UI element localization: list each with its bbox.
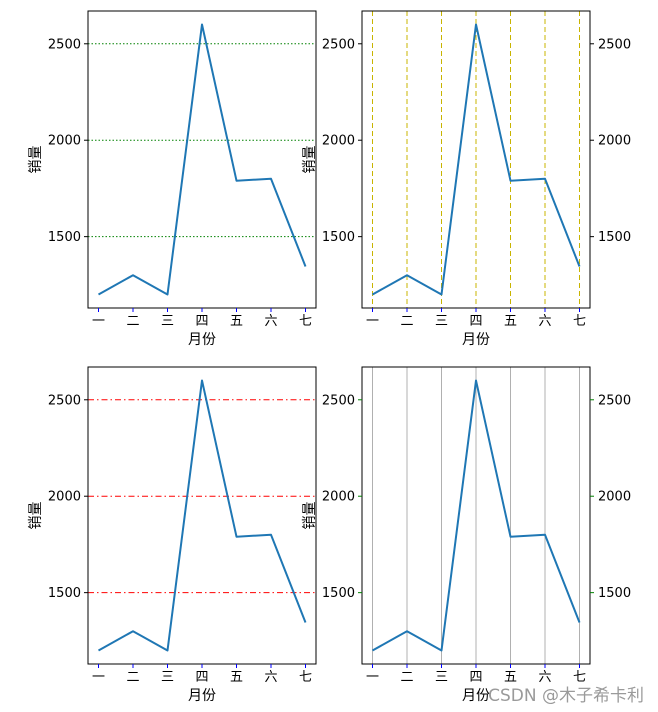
y-axis-label: 销量 bbox=[302, 502, 318, 530]
x-tick-label: 三 bbox=[435, 314, 448, 329]
y-tick-label-right: 2000 bbox=[598, 490, 631, 505]
chart-bottom-left: 一 二 三 四 五 六 七 1500 2000 2500 月份 销量 bbox=[28, 366, 317, 704]
x-tick-label: 四 bbox=[195, 670, 208, 685]
x-tick-label: 六 bbox=[264, 670, 277, 685]
series-line bbox=[98, 379, 307, 652]
y-tick-label: 2500 bbox=[322, 393, 355, 408]
x-tick-label: 七 bbox=[573, 670, 586, 685]
y-tick-label-right: 1500 bbox=[598, 230, 631, 245]
y-tick-label: 1500 bbox=[48, 586, 81, 601]
y-tick-label: 2000 bbox=[322, 134, 355, 149]
y-tick-label-right: 2500 bbox=[598, 393, 631, 408]
axes-frame bbox=[87, 10, 317, 309]
chart-top-left: 一 二 三 四 五 六 七 1500 2000 2500 月份 销量 bbox=[28, 10, 317, 348]
x-tick-label: 二 bbox=[400, 670, 413, 685]
y-tick-label: 1500 bbox=[322, 586, 355, 601]
y-tick-label: 2000 bbox=[48, 134, 81, 149]
x-tick-label: 二 bbox=[400, 314, 413, 329]
series-line bbox=[98, 23, 307, 296]
chart-top-right: 一 二 三 四 五 六 七 1500 1500 2000 2000 2500 2500 月份 销量 bbox=[302, 10, 631, 348]
x-tick-label: 五 bbox=[230, 670, 243, 685]
x-tick-label: 一 bbox=[366, 670, 379, 685]
x-tick-label: 五 bbox=[230, 314, 243, 329]
y-tick-label: 1500 bbox=[48, 230, 81, 245]
y-tick-label-right: 1500 bbox=[598, 586, 631, 601]
x-tick-label: 七 bbox=[299, 314, 312, 329]
x-tick-label: 一 bbox=[366, 314, 379, 329]
watermark: CSDN @木子希卡利 bbox=[488, 686, 644, 706]
x-tick-label: 五 bbox=[504, 670, 517, 685]
x-tick-label: 四 bbox=[469, 314, 482, 329]
y-axis-label: 销量 bbox=[28, 146, 44, 174]
x-tick-label: 七 bbox=[299, 670, 312, 685]
x-tick-label: 一 bbox=[92, 314, 105, 329]
y-tick-label: 2000 bbox=[322, 490, 355, 505]
x-tick-label: 四 bbox=[469, 670, 482, 685]
x-tick-label: 三 bbox=[161, 314, 174, 329]
x-axis-label: 月份 bbox=[188, 332, 216, 348]
x-tick-label: 四 bbox=[195, 314, 208, 329]
y-tick-label: 2500 bbox=[322, 37, 355, 52]
axes-frame bbox=[87, 366, 317, 665]
x-tick-label: 三 bbox=[161, 670, 174, 685]
x-tick-label: 六 bbox=[538, 314, 551, 329]
y-tick-label: 2500 bbox=[48, 37, 81, 52]
x-axis-label: 月份 bbox=[462, 688, 490, 704]
x-tick-label: 二 bbox=[126, 314, 139, 329]
x-tick-label: 一 bbox=[92, 670, 105, 685]
chart-bottom-right: 一 二 三 四 五 六 七 1500 1500 2000 2000 2500 2500 月份 销量 bbox=[302, 366, 631, 704]
y-axis-label: 销量 bbox=[302, 146, 318, 174]
x-tick-label: 二 bbox=[126, 670, 139, 685]
y-tick-label: 1500 bbox=[322, 230, 355, 245]
x-axis-label: 月份 bbox=[462, 332, 490, 348]
x-axis-label: 月份 bbox=[188, 688, 216, 704]
y-tick-label-right: 2000 bbox=[598, 134, 631, 149]
y-tick-label: 2500 bbox=[48, 393, 81, 408]
x-tick-label: 三 bbox=[435, 670, 448, 685]
y-axis-label: 销量 bbox=[28, 502, 44, 530]
x-tick-label: 六 bbox=[538, 670, 551, 685]
y-tick-label-right: 2500 bbox=[598, 37, 631, 52]
x-tick-label: 六 bbox=[264, 314, 277, 329]
y-tick-label: 2000 bbox=[48, 490, 81, 505]
x-tick-label: 五 bbox=[504, 314, 517, 329]
x-tick-label: 七 bbox=[573, 314, 586, 329]
